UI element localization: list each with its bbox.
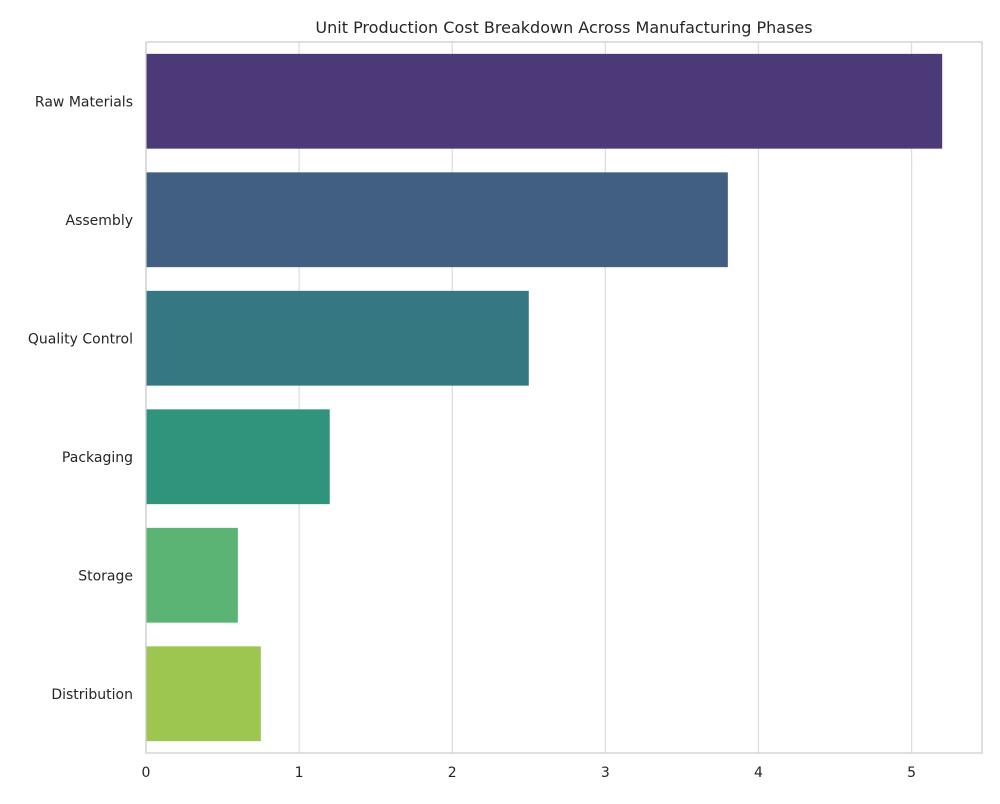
bar-distribution xyxy=(146,646,261,742)
y-tick-label: Storage xyxy=(78,568,133,584)
chart-title: Unit Production Cost Breakdown Across Ma… xyxy=(315,18,812,37)
plot-frame xyxy=(145,41,983,754)
y-tick-label: Assembly xyxy=(66,213,133,229)
y-tick-label: Packaging xyxy=(62,450,133,466)
bar-quality-control xyxy=(146,290,529,386)
bars xyxy=(146,53,943,742)
bar-assembly xyxy=(146,172,728,268)
bar-raw-materials xyxy=(146,53,943,149)
x-tick-labels: 0 1 2 3 4 5 xyxy=(142,765,916,781)
x-tick-label: 0 xyxy=(142,765,151,781)
x-tick-label: 2 xyxy=(448,765,457,781)
x-tick-label: 5 xyxy=(907,765,916,781)
y-tick-label: Raw Materials xyxy=(35,94,133,110)
x-tick-label: 1 xyxy=(295,765,304,781)
y-tick-label: Distribution xyxy=(51,687,133,703)
y-tick-labels: Raw Materials Assembly Quality Control Pack… xyxy=(28,94,133,703)
x-tick-label: 4 xyxy=(754,765,763,781)
y-tick-label: Quality Control xyxy=(28,331,133,347)
x-tick-label: 3 xyxy=(601,765,610,781)
bar-packaging xyxy=(146,409,330,505)
bar-storage xyxy=(146,527,238,623)
